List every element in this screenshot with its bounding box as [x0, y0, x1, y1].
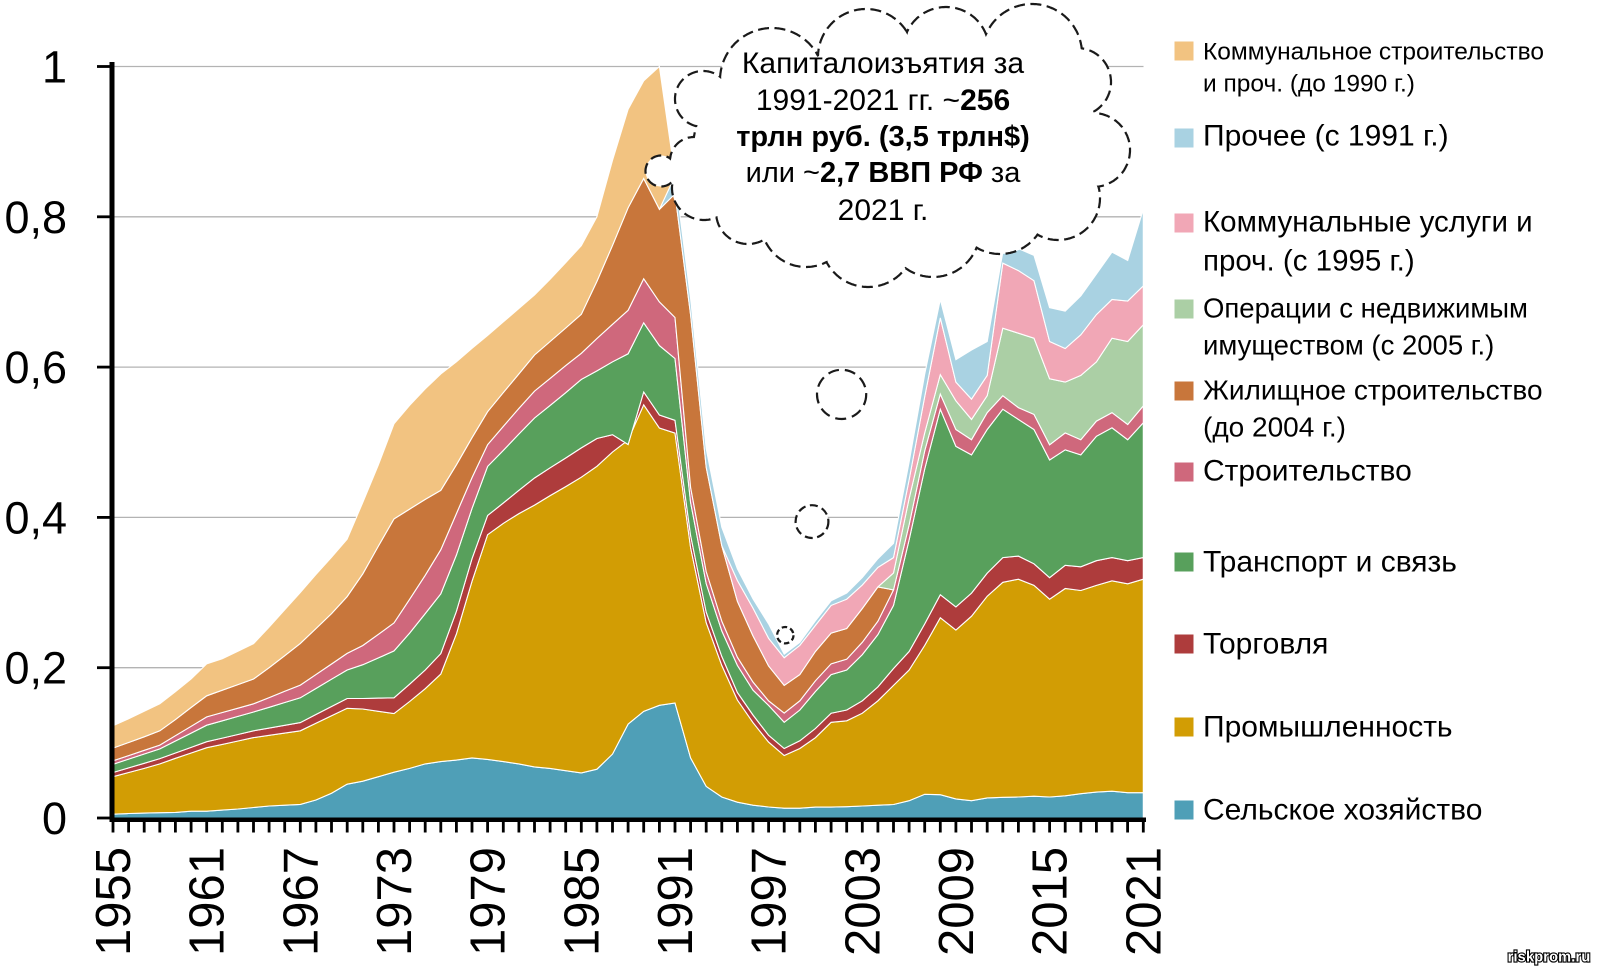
svg-text:Торговля: Торговля: [1203, 628, 1328, 661]
svg-text:проч. (с 1995 г.): проч. (с 1995 г.): [1203, 245, 1415, 278]
svg-text:Строительство: Строительство: [1203, 455, 1412, 488]
svg-text:или ~2,7 ВВП РФ за: или ~2,7 ВВП РФ за: [746, 157, 1022, 189]
svg-text:2009: 2009: [930, 847, 984, 956]
svg-text:2003: 2003: [836, 847, 890, 956]
svg-text:0,4: 0,4: [4, 492, 67, 543]
svg-text:1973: 1973: [368, 847, 422, 956]
svg-text:0,8: 0,8: [4, 192, 67, 243]
svg-text:1991: 1991: [649, 847, 703, 956]
svg-text:2021: 2021: [1117, 847, 1171, 956]
svg-text:2021 г.: 2021 г.: [838, 194, 929, 227]
svg-text:Транспорт и связь: Транспорт и связь: [1203, 546, 1457, 579]
svg-text:Жилищное строительство: Жилищное строительство: [1203, 375, 1543, 406]
svg-text:1967: 1967: [274, 847, 328, 956]
svg-text:Промышленность: Промышленность: [1203, 711, 1453, 744]
svg-text:(до 2004 г.): (до 2004 г.): [1203, 412, 1346, 443]
svg-text:1991-2021 гг. ~256: 1991-2021 гг. ~256: [756, 84, 1010, 117]
svg-text:1: 1: [42, 42, 67, 93]
svg-text:2015: 2015: [1024, 847, 1078, 956]
svg-text:Коммунальные услуги и: Коммунальные услуги и: [1203, 206, 1533, 239]
svg-text:0,6: 0,6: [4, 342, 67, 393]
svg-text:riskprom.ru: riskprom.ru: [1508, 950, 1591, 966]
svg-text:1985: 1985: [555, 847, 609, 956]
svg-text:Операции с недвижимым: Операции с недвижимым: [1203, 293, 1528, 324]
svg-text:и проч. (до 1990 г.): и проч. (до 1990 г.): [1203, 71, 1415, 98]
svg-text:0: 0: [42, 793, 67, 844]
svg-text:имуществом (с 2005 г.): имуществом (с 2005 г.): [1203, 330, 1494, 361]
svg-text:трлн руб. (3,5 трлн$): трлн руб. (3,5 трлн$): [736, 121, 1030, 153]
svg-text:1961: 1961: [181, 847, 235, 956]
svg-text:0,2: 0,2: [4, 643, 67, 694]
svg-text:Капиталоизъятия за: Капиталоизъятия за: [742, 47, 1024, 80]
svg-text:Прочее (с 1991 г.): Прочее (с 1991 г.): [1203, 120, 1449, 153]
svg-text:1979: 1979: [462, 847, 516, 956]
svg-text:1997: 1997: [743, 847, 797, 956]
svg-text:Коммунальное строительство: Коммунальное строительство: [1203, 39, 1544, 66]
svg-text:1955: 1955: [87, 847, 141, 956]
svg-text:Сельское хозяйство: Сельское хозяйство: [1203, 794, 1482, 827]
